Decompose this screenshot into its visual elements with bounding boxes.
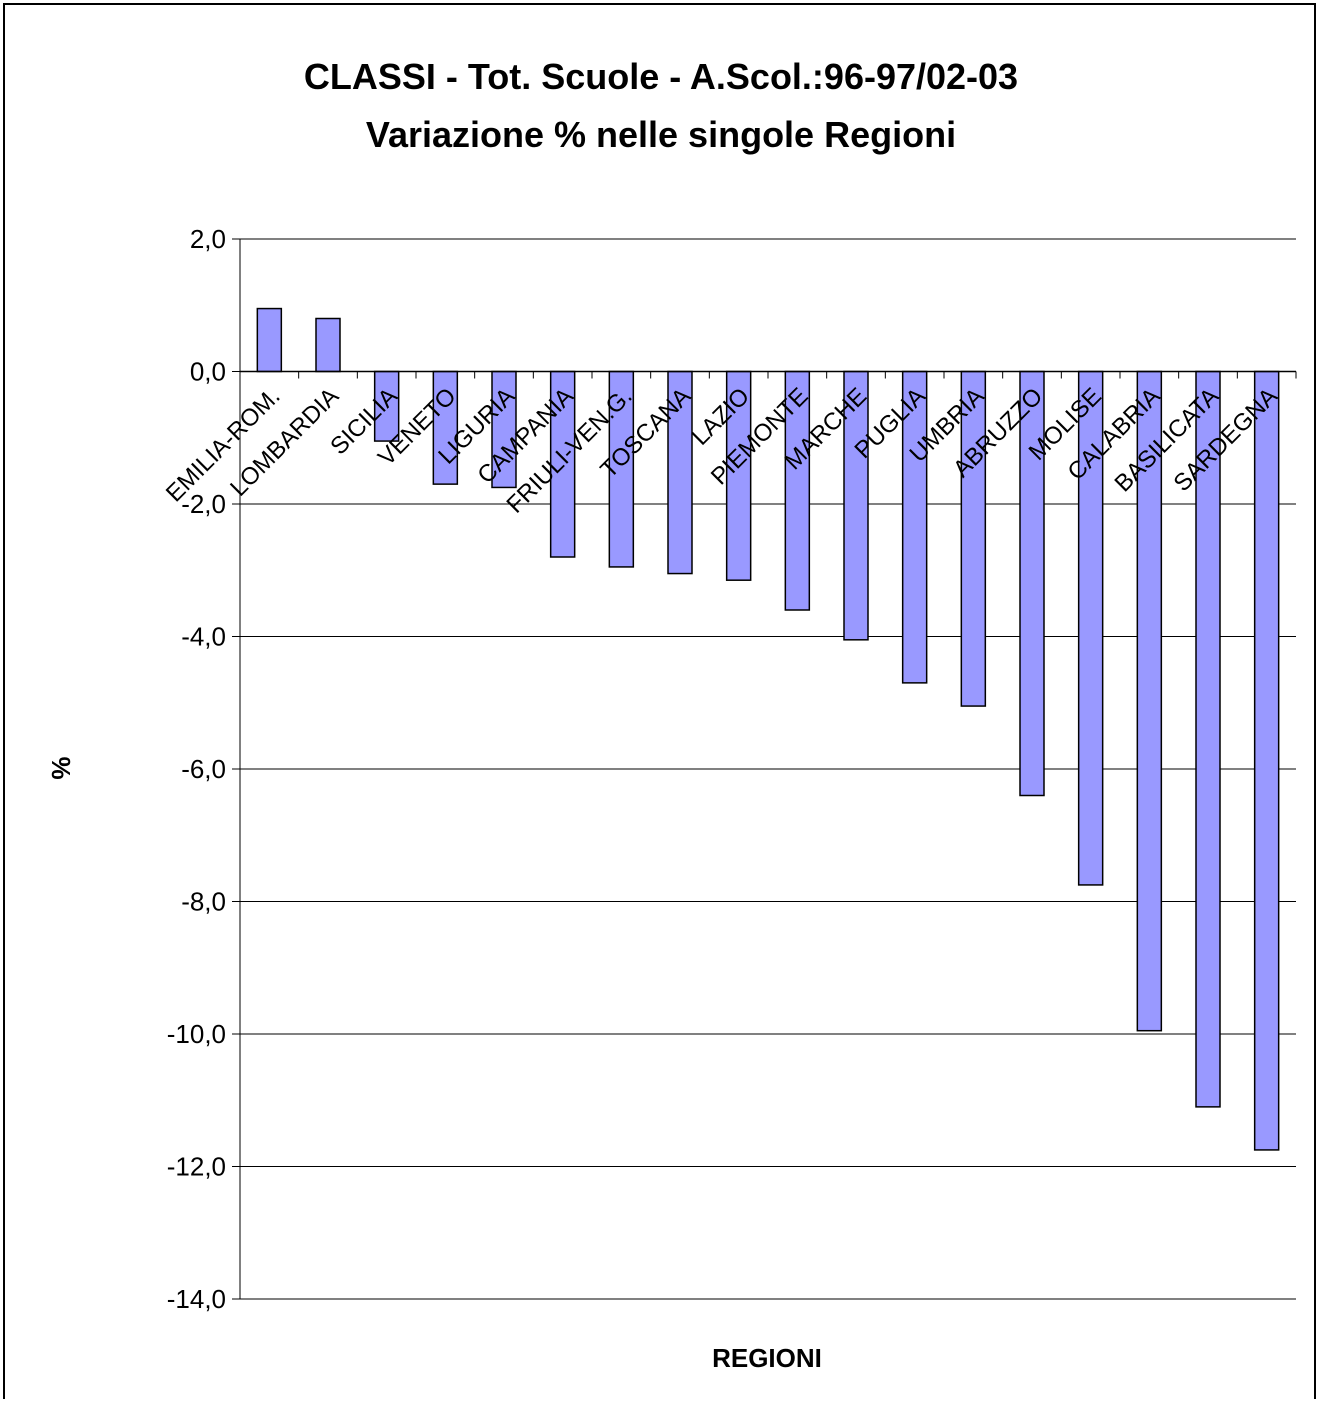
bars [256,307,1280,1151]
bar [1019,370,1045,797]
y-tick-label: -12,0 [167,1152,226,1182]
y-tick-label: -8,0 [181,887,226,917]
bar [960,370,987,707]
category-labels: EMILIA-ROM.LOMBARDIASICILIAVENETOLIGURIA… [161,383,1283,519]
bar [491,370,517,489]
bar [256,307,283,373]
chart-frame [3,3,1316,1399]
bar [1253,370,1280,1151]
y-tick-label: -10,0 [167,1019,226,1049]
y-axis-title: % [46,756,76,779]
y-tick-label: -2,0 [181,489,226,519]
bar [1136,370,1163,1032]
y-tick-labels: 2,0 0,0 -2,0 -4,0 -6,0 -8,0 -10,0 -12,0 -14,0 [167,224,226,1314]
bar [843,370,869,641]
bar [1077,370,1104,886]
y-tick-label: -6,0 [181,754,226,784]
bar [901,370,928,684]
chart-subtitle: Variazione % nelle singole Regioni [365,114,957,155]
x-axis-title: REGIONI [712,1343,822,1373]
bar [667,370,693,575]
bar [784,370,811,611]
axes [239,239,1297,1299]
bar [373,370,400,442]
bar [315,317,341,373]
bar [608,370,635,568]
y-tick-label: -14,0 [167,1284,226,1314]
bar [432,370,459,485]
y-tick-label: -4,0 [181,622,226,652]
y-tick-label: 2,0 [190,224,226,254]
y-tick-label: 0,0 [190,357,226,387]
bar [725,370,752,581]
chart-title: CLASSI - Tot. Scuole - A.Scol.:96-97/02-… [303,56,1019,97]
chart-title-block: CLASSI - Tot. Scuole - A.Scol.:96-97/02-… [0,48,1322,164]
